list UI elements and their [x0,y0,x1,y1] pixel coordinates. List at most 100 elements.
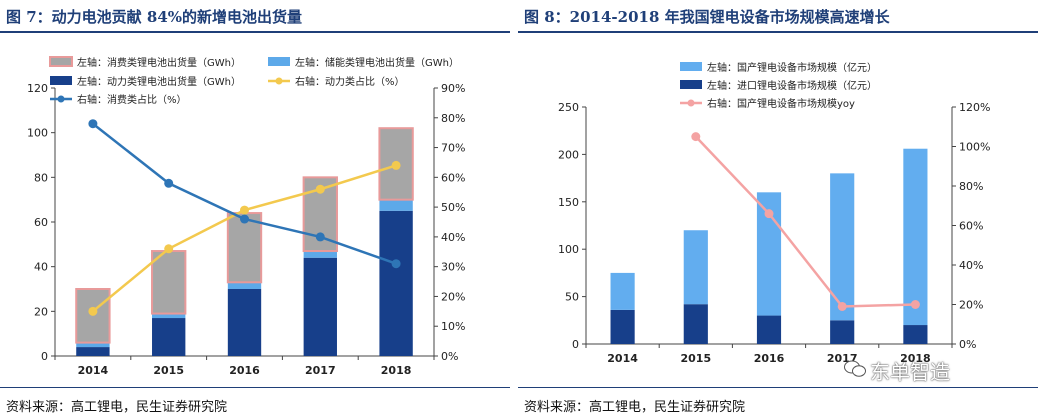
right-bar [903,325,928,344]
left-y2-tick-label: 10% [441,320,465,333]
left-series-point [240,214,249,224]
right-chart-svg: 0 50 100 150 200 250 0% 20% 40% 60% 80% 100% 120% 201… [558,61,990,365]
right-series-line [694,135,916,308]
left-legend-swatch-marker [57,95,65,103]
left-y2-tick-label: 80% [441,112,465,125]
watermark-text: 东单智造 [870,360,950,384]
left-bar [227,289,262,356]
left-y-tick-label: 100 [27,127,48,140]
left-legend-label: 左轴：储能类锂电池出货量（GWh） [295,56,459,69]
right-bar [830,173,855,321]
right-chart-panel: 图 8：2014-2018 年我国锂电设备市场规模高速增长 0 50 100 150 2… [518,0,1038,420]
right-legend-label: 右轴：国产锂电设备市场规模yoy [707,97,855,110]
left-series-point [240,205,249,215]
left-y2-tick-label: 70% [441,142,465,155]
right-x-tick-label: 2018 [900,352,931,365]
left-series-point [164,244,174,254]
left-series-point [315,232,325,242]
left-legend-swatch [49,56,73,67]
left-bottom-rule [0,387,510,388]
right-x-tick-label: 2015 [680,352,711,365]
left-chart-panel: 图 7：动力电池贡献 84%的新增电池出货量 0 20 40 60 80 100 120 0%… [0,0,510,420]
left-x-tick-label: 2017 [305,364,336,377]
left-series-point [164,178,174,188]
right-y-tick-label: 200 [558,148,579,161]
left-series-point [88,119,98,129]
wechat-icon [844,360,866,377]
right-y2-tick-label: 20% [959,299,983,312]
left-y-tick-label: 60 [34,216,48,229]
right-bar [830,320,855,344]
right-y2-tick-label: 0% [959,338,976,351]
right-legend-label: 左轴：进口锂电设备市场规模（亿元） [707,79,877,92]
left-bar [76,342,110,348]
right-legend-swatch [680,80,702,89]
right-x-tick-label: 2016 [754,352,785,365]
right-series-point [691,132,701,142]
right-bar [683,304,708,344]
right-y2-tick-label: 120% [959,101,990,114]
left-y2-tick-label: 30% [441,261,465,274]
right-y2-tick-label: 80% [959,180,983,193]
left-y-tick-label: 20 [34,305,48,318]
left-bar [226,212,263,284]
right-series-point [764,209,774,219]
left-legend-swatch-marker [275,77,283,85]
right-y2-tick-label: 100% [959,141,990,154]
right-legend-swatch [680,62,702,71]
left-bar [152,313,186,319]
left-legend-label: 右轴：动力类占比（%） [295,75,405,88]
left-bar [303,257,337,356]
left-x-tick-label: 2015 [153,364,184,377]
left-bar [379,210,413,356]
left-y-tick-label: 40 [34,261,48,274]
left-y2-tick-label: 40% [441,231,465,244]
left-y2-tick-label: 60% [441,171,465,184]
right-bar [610,309,635,344]
left-series-point [315,184,325,194]
left-y2-tick-label: 20% [441,290,465,303]
right-y-tick-label: 250 [558,101,579,114]
right-series-point [837,301,847,311]
left-y-tick-label: 120 [27,82,48,95]
left-bar [151,250,187,315]
left-title-rule [0,31,510,33]
right-y2-tick-label: 60% [959,220,983,233]
left-legend-swatch [50,76,72,85]
left-bar [75,288,111,344]
left-chart-svg: 0 20 40 60 80 100 120 0% 10% 20% 30% 40% 50% 60% 70% 80… [27,56,465,377]
right-bar [756,315,782,344]
right-legend-label: 左轴：国产锂电设备市场规模（亿元） [707,61,877,74]
left-x-tick-label: 2016 [229,364,260,377]
right-chart-title: 图 8：2014-2018 年我国锂电设备市场规模高速增长 [524,8,890,26]
left-y-tick-label: 80 [34,171,48,184]
right-legend-swatch-marker [687,99,695,107]
right-y-tick-label: 0 [572,338,579,351]
left-series-point [88,306,98,316]
left-bar [303,251,337,258]
right-y-tick-label: 50 [565,291,579,304]
left-y-tick-label: 0 [41,350,48,363]
left-chart-source: 资料来源：高工锂电，民生证券研究院 [6,400,228,415]
right-bar [610,272,635,310]
left-legend-label: 左轴：消费类锂电池出货量（GWh） [77,56,241,69]
left-y2-tick-label: 90% [441,82,465,95]
left-x-tick-label: 2014 [78,364,109,377]
left-series-point [391,160,401,170]
right-x-tick-label: 2014 [607,352,638,365]
right-chart-source: 资料来源：高工锂电，民生证券研究院 [524,400,746,415]
left-y2-tick-label: 50% [441,201,465,214]
left-bar [152,318,186,356]
right-bottom-rule [518,387,1038,388]
left-chart-title: 图 7：动力电池贡献 84%的新增电池出货量 [6,8,303,26]
left-series-point [391,259,401,269]
left-legend-swatch [268,57,290,66]
right-y-tick-label: 100 [558,243,579,256]
right-title-rule [518,31,1038,33]
left-y2-tick-label: 0% [441,350,458,363]
right-y2-tick-label: 40% [959,259,983,272]
right-y-tick-label: 150 [558,196,579,209]
left-legend-label: 左轴：动力类锂电池出货量（GWh） [77,75,241,88]
left-bar [227,282,262,289]
left-bar [379,199,413,211]
